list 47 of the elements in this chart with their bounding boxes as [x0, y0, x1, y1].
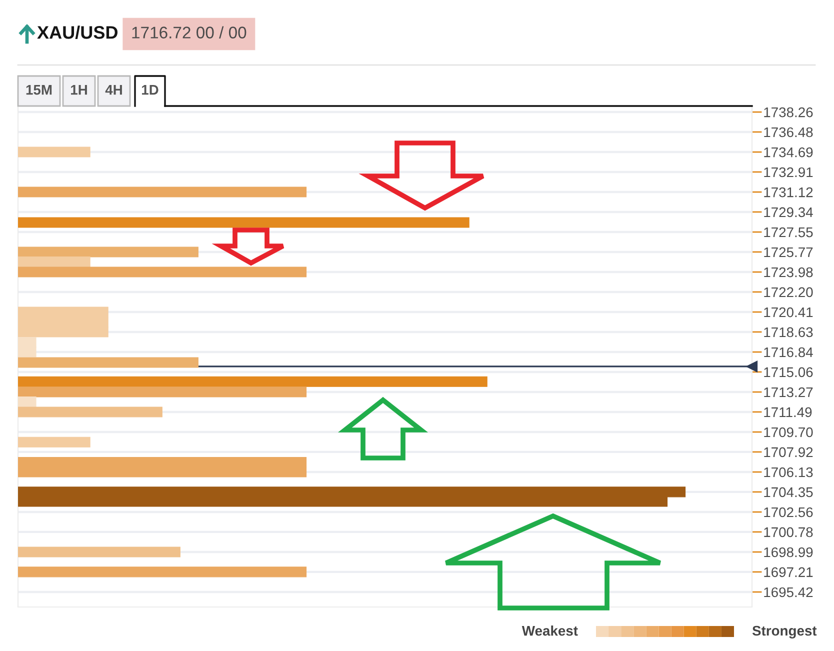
text: Strongest [752, 626, 817, 638]
y-tick-label: 1731.12 [764, 187, 813, 198]
y-tick-label: 1707.92 [764, 447, 813, 458]
y-tick-label: 1722.20 [764, 287, 813, 298]
bar [18, 406, 162, 418]
bar [18, 246, 198, 258]
y-tick-label: 1698.99 [764, 547, 813, 558]
y-tick-label: 1729.34 [764, 207, 813, 218]
y-tick-label: 1732.91 [764, 167, 813, 178]
bar [18, 217, 470, 228]
bar [18, 386, 307, 398]
bar [18, 566, 307, 578]
text: Weakest [522, 626, 578, 636]
y-tick-label: 1704.35 [764, 487, 813, 498]
bar [18, 357, 198, 368]
bar [18, 376, 488, 387]
bar [18, 396, 36, 408]
text: 1H [71, 85, 87, 95]
y-tick-label: 1697.21 [764, 567, 813, 578]
bar [18, 266, 307, 278]
text: 4H [105, 85, 122, 95]
y-tick-label: 1725.77 [764, 247, 813, 258]
y-tick-label: 1720.41 [764, 307, 813, 318]
y-tick-label: 1702.56 [764, 507, 813, 518]
bar [18, 256, 90, 267]
y-tick-label: 1738.26 [764, 107, 813, 118]
y-tick-label: 1713.27 [764, 387, 813, 398]
y-tick-label: 1695.42 [764, 587, 813, 598]
bar [18, 436, 90, 448]
bar [18, 146, 90, 158]
y-tick-label: 1711.49 [764, 407, 812, 418]
text: 15M [26, 85, 52, 95]
y-tick-label: 1700.78 [764, 527, 813, 538]
chart-title: XAU/USD [37, 26, 118, 40]
y-tick-label: 1715.06 [764, 367, 813, 378]
y-tick-label: 1706.13 [764, 467, 813, 478]
y-tick-label: 1727.55 [764, 227, 813, 238]
y-tick-label: 1716.84 [764, 347, 813, 358]
bar [18, 186, 307, 198]
chart-subtitle: 1716.72 00 / 00 [132, 26, 246, 38]
y-tick-label: 1723.98 [764, 267, 813, 278]
bar [18, 546, 180, 558]
y-tick-label: 1736.48 [764, 127, 813, 138]
text: 1D [142, 85, 158, 95]
y-tick-label: 1709.70 [764, 427, 813, 438]
y-tick-label: 1734.69 [764, 147, 813, 158]
y-tick-label: 1718.63 [764, 327, 813, 338]
